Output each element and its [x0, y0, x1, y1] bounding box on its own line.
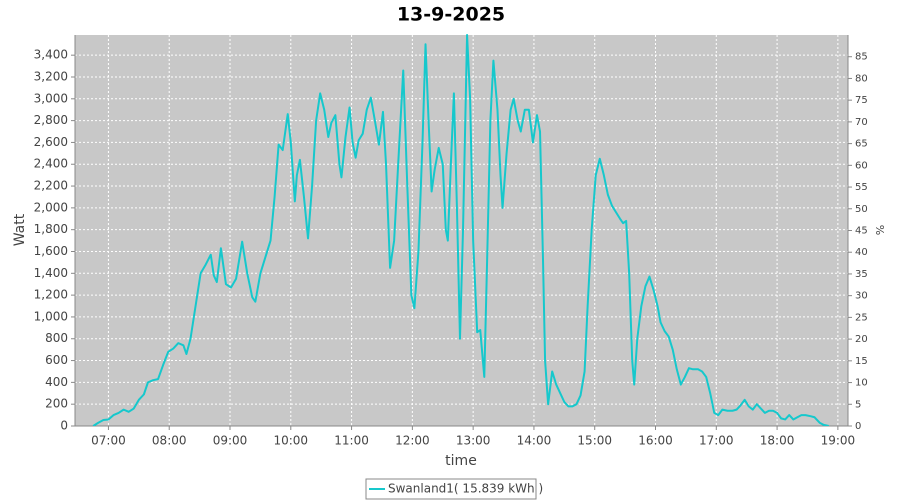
y2-tick-label: 0 — [855, 421, 861, 432]
y2-tick-label: 80 — [855, 73, 868, 84]
y-tick-label: 2,600 — [34, 135, 68, 149]
x-tick-label: 13:00 — [456, 434, 491, 448]
y-tick-label: 3,200 — [34, 69, 68, 83]
y2-tick-label: 55 — [855, 182, 868, 193]
y2-tick-label: 25 — [855, 312, 868, 323]
legend-label: Swanland1( 15.839 kWh ) — [388, 482, 543, 496]
y2-tick-label: 45 — [855, 226, 868, 237]
x-tick-label: 19:00 — [821, 434, 856, 448]
y2-tick-label: 35 — [855, 269, 868, 280]
y-tick-label: 200 — [45, 397, 68, 411]
x-tick-label: 09:00 — [213, 434, 248, 448]
y2-tick-label: 40 — [855, 247, 868, 258]
y-axis-title: Watt — [12, 213, 28, 246]
y2-tick-label: 15 — [855, 356, 868, 367]
y2-tick-label: 75 — [855, 95, 868, 106]
y2-axis-title: % — [874, 225, 887, 235]
y-tick-label: 1,400 — [34, 266, 68, 280]
y2-tick-label: 30 — [855, 291, 868, 302]
y2-tick-label: 60 — [855, 160, 868, 171]
legend-box — [365, 478, 537, 500]
legend: Swanland1( 15.839 kWh ) — [365, 478, 543, 500]
y-tick-label: 2,200 — [34, 179, 68, 193]
y-tick-label: 800 — [45, 331, 68, 345]
y-tick-label: 1,600 — [34, 244, 68, 258]
x-tick-label: 16:00 — [638, 434, 673, 448]
y-tick-label: 1,800 — [34, 222, 68, 236]
y-tick-label: 0 — [60, 419, 68, 433]
chart-title: 13-9-2025 — [397, 4, 505, 26]
plot-area — [75, 35, 848, 426]
y2-tick-label: 85 — [855, 52, 868, 63]
y-tick-label: 2,800 — [34, 113, 68, 127]
series-line — [92, 34, 829, 426]
x-axis-title: time — [445, 453, 477, 469]
y2-tick-label: 70 — [855, 117, 868, 128]
x-tick-label: 08:00 — [152, 434, 187, 448]
y-tick-label: 1,000 — [34, 309, 68, 323]
x-tick-label: 10:00 — [273, 434, 308, 448]
y2-tick-label: 5 — [855, 399, 861, 410]
x-tick-label: 11:00 — [334, 434, 369, 448]
y-tick-label: 3,400 — [34, 48, 68, 62]
y2-tick-label: 65 — [855, 139, 868, 150]
y-tick-label: 2,000 — [34, 200, 68, 214]
y2-tick-label: 50 — [855, 204, 868, 215]
y2-tick-label: 10 — [855, 378, 868, 389]
x-tick-label: 14:00 — [517, 434, 552, 448]
y-tick-label: 600 — [45, 353, 68, 367]
x-tick-label: 17:00 — [699, 434, 734, 448]
x-tick-label: 12:00 — [395, 434, 430, 448]
y-tick-label: 3,000 — [34, 91, 68, 105]
y-tick-label: 2,400 — [34, 157, 68, 171]
x-tick-label: 15:00 — [577, 434, 612, 448]
y-tick-label: 400 — [45, 375, 68, 389]
x-tick-label: 07:00 — [91, 434, 126, 448]
y-tick-label: 1,200 — [34, 288, 68, 302]
x-tick-label: 18:00 — [760, 434, 795, 448]
y2-tick-label: 20 — [855, 334, 868, 345]
